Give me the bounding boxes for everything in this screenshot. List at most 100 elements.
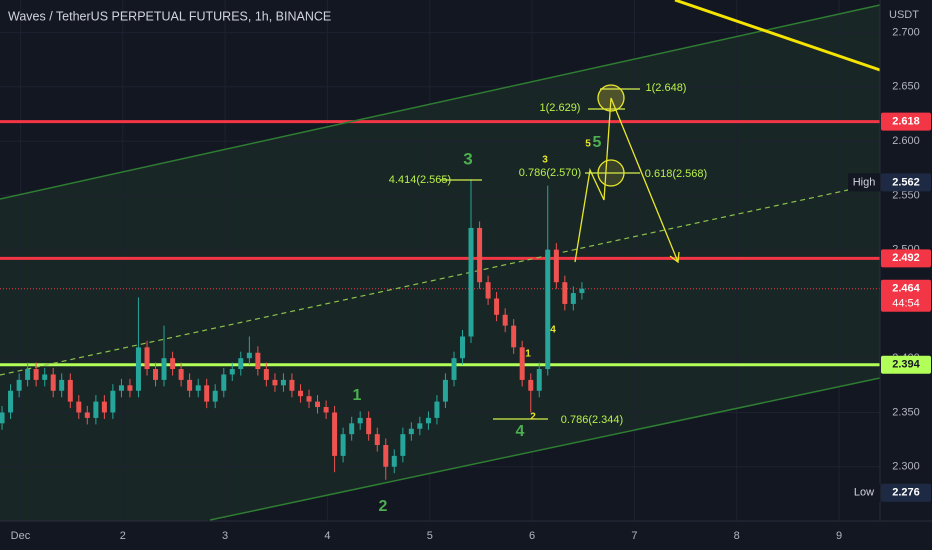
- price-badge-label: 2.618: [892, 115, 920, 127]
- candle-body: [93, 401, 99, 418]
- annotation: 1(2.648): [646, 82, 687, 94]
- candle-body: [519, 347, 525, 380]
- candle-body: [400, 434, 406, 456]
- candle-body: [187, 379, 193, 391]
- candle-body: [485, 282, 491, 299]
- candle-body: [170, 358, 176, 370]
- candle-body: [25, 369, 31, 380]
- y-tick-label: 2.700: [892, 26, 920, 38]
- candle-body: [229, 369, 235, 375]
- price-badge-label: 2.492: [892, 252, 920, 264]
- x-tick-label: 7: [631, 530, 637, 542]
- price-badge: [881, 112, 931, 131]
- candles: [0, 179, 585, 480]
- candle-body: [110, 390, 116, 413]
- grid: [0, 0, 880, 521]
- candle-body: [468, 227, 474, 337]
- candle-body: [127, 385, 133, 391]
- candle-body: [8, 390, 14, 413]
- candle-body: [553, 249, 559, 283]
- annotation: 3: [463, 149, 472, 168]
- y-tick-label: 2.550: [892, 189, 920, 201]
- price-badge-label: 2.464: [892, 283, 920, 295]
- x-tick-label: Dec: [11, 530, 31, 542]
- annotation: 0.618(2.568): [645, 168, 707, 180]
- annotation: 2: [530, 412, 536, 423]
- annotation: 4: [550, 325, 556, 336]
- candle-body: [255, 352, 261, 370]
- candle-body: [238, 358, 244, 370]
- candle-body: [425, 417, 431, 424]
- candle-body: [323, 407, 329, 413]
- extreme-badge: [881, 173, 931, 192]
- annotation: 0.786(2.344): [561, 414, 623, 426]
- candle-body: [263, 369, 269, 380]
- annotation: 0.786(2.570): [519, 167, 581, 179]
- annotation: 4.414(2.565): [389, 174, 451, 186]
- candle-body: [16, 379, 22, 391]
- candle-body: [306, 396, 312, 402]
- candle-body: [366, 417, 372, 435]
- candle-body: [135, 347, 141, 391]
- extreme-tag-label: High: [853, 176, 876, 188]
- annotation: 1: [525, 349, 531, 360]
- countdown: 44:54: [892, 298, 920, 310]
- channel-lower: [209, 377, 881, 521]
- candle-body: [562, 282, 568, 304]
- candle-body: [511, 325, 517, 348]
- candle-body: [33, 369, 39, 380]
- candle-body: [383, 445, 389, 467]
- annotation: 3: [542, 155, 548, 166]
- trend-line: [674, 0, 881, 72]
- candle-body: [477, 227, 483, 283]
- candle-body: [417, 423, 423, 429]
- candle-body: [101, 401, 107, 413]
- annotation: 2: [379, 498, 388, 515]
- price-badge: [881, 249, 931, 268]
- candle-body: [434, 401, 440, 418]
- extreme-tag-label: Low: [854, 487, 874, 499]
- price-axis: [880, 0, 932, 550]
- target-circle: [597, 84, 625, 112]
- candle-body: [76, 401, 82, 413]
- candle-body: [536, 369, 542, 391]
- candle-body: [0, 412, 5, 424]
- candle-body: [178, 369, 184, 380]
- y-tick-label: 2.300: [892, 461, 920, 473]
- candle-body: [332, 412, 338, 456]
- candle-body: [579, 288, 585, 294]
- candle-body: [570, 293, 576, 304]
- candle-body: [545, 249, 551, 370]
- extreme-tag: [848, 173, 880, 192]
- y-tick-label: 2.650: [892, 81, 920, 93]
- candle-body: [50, 374, 56, 391]
- candle-body: [144, 347, 150, 370]
- candle-body: [451, 358, 457, 380]
- annotation: 5: [585, 139, 591, 150]
- candle-body: [221, 374, 227, 391]
- candle-body: [442, 379, 448, 402]
- candle-body: [59, 379, 65, 391]
- x-tick-label: 2: [120, 530, 126, 542]
- wave-path: [574, 97, 679, 263]
- annotation: 4: [516, 423, 525, 440]
- candle-body: [298, 390, 304, 397]
- annotation: 1: [353, 387, 362, 404]
- target-circle: [597, 159, 625, 187]
- candle-body: [118, 385, 124, 391]
- price-badge-label: 2.394: [892, 359, 920, 371]
- candle-body: [408, 428, 414, 435]
- extreme-badge-label: 2.276: [892, 487, 920, 499]
- candle-body: [195, 385, 201, 391]
- channel-upper: [0, 4, 881, 200]
- candle-body: [494, 298, 500, 315]
- candle-body: [161, 358, 167, 380]
- candle-body: [204, 385, 210, 402]
- time-axis: [0, 521, 880, 550]
- annotation: 1(2.629): [540, 102, 581, 114]
- currency: USDT: [889, 9, 919, 21]
- candle-body: [212, 390, 218, 402]
- candle-body: [528, 379, 534, 391]
- extreme-badge-label: 2.562: [892, 176, 920, 188]
